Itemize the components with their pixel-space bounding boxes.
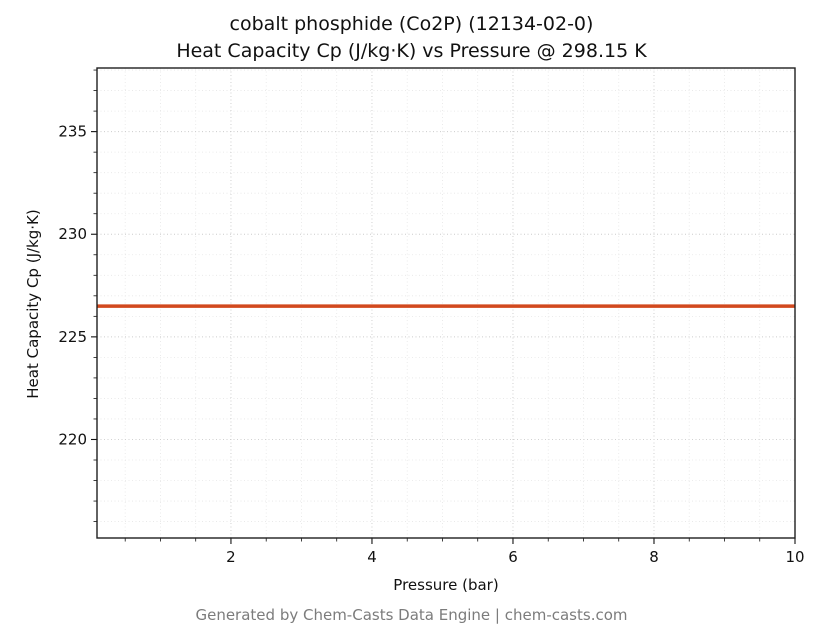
x-tick-label: 6: [508, 548, 518, 566]
x-tick-label: 2: [226, 548, 236, 566]
y-tick-label: 220: [58, 430, 87, 448]
chart-title-block: cobalt phosphide (Co2P) (12134-02-0) Hea…: [0, 11, 823, 65]
plot-border: [96, 67, 796, 539]
axis-ticks: [91, 131, 796, 544]
chart-footer: Generated by Chem-Casts Data Engine | ch…: [195, 606, 628, 624]
x-tick-label: 8: [649, 548, 659, 566]
x-tick-labels: 2 4 6 8 10: [226, 548, 804, 566]
major-gridlines: [97, 68, 796, 538]
y-tick-labels: 220 225 230 235: [58, 123, 87, 449]
x-tick-label: 4: [367, 548, 377, 566]
x-axis-label: Pressure (bar): [393, 576, 499, 594]
y-tick-label: 235: [58, 123, 87, 141]
chart-title: cobalt phosphide (Co2P) (12134-02-0): [229, 13, 594, 35]
y-tick-label: 225: [58, 328, 87, 346]
y-axis-label: Heat Capacity Cp (J/kg·K): [24, 209, 42, 399]
chart-subtitle: Heat Capacity Cp (J/kg·K) vs Pressure @ …: [176, 40, 647, 62]
y-tick-label: 230: [58, 225, 87, 243]
minor-gridlines: [97, 68, 795, 538]
x-tick-label: 10: [785, 548, 804, 566]
